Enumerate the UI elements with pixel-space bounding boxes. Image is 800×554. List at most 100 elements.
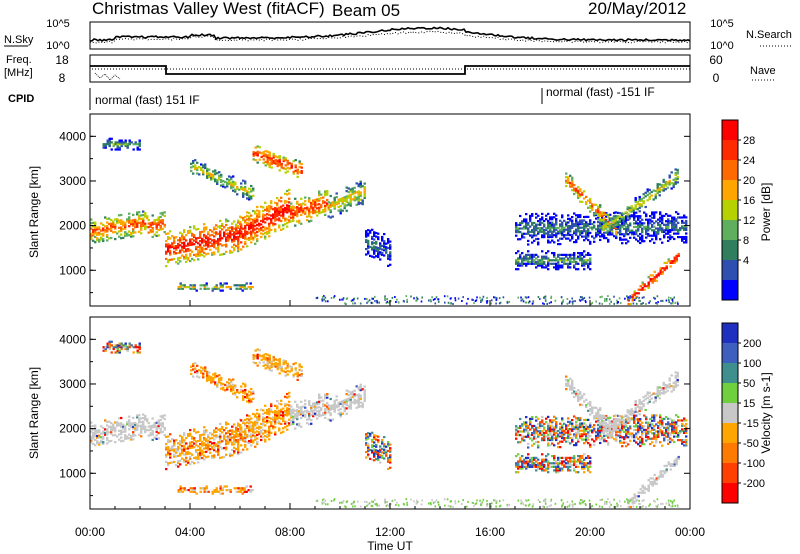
velocity-cell	[517, 430, 520, 433]
power-cell	[254, 146, 257, 149]
power-cell	[543, 296, 546, 298]
power-cell	[517, 223, 520, 227]
power-cell	[638, 204, 641, 208]
velocity-cell	[296, 414, 299, 417]
power-cell	[179, 231, 182, 234]
velocity-cell	[383, 457, 386, 460]
velocity-cell	[355, 406, 358, 409]
power-cell	[571, 224, 574, 228]
velocity-cell	[230, 386, 233, 389]
power-cell	[288, 215, 291, 218]
velocity-cell	[333, 407, 336, 410]
power-cell	[140, 223, 143, 226]
power-cell	[567, 225, 570, 228]
power-cell	[608, 219, 611, 222]
velocity-cell	[104, 433, 107, 436]
power-cell	[631, 297, 634, 300]
power-cell	[249, 286, 252, 289]
velocity-cell	[230, 379, 233, 382]
velocity-cell	[329, 406, 332, 410]
power-cell	[290, 213, 293, 216]
power-cell	[110, 137, 113, 140]
power-cell	[617, 301, 619, 304]
power-cell	[525, 220, 528, 223]
power-cell	[280, 207, 283, 210]
power-cell	[553, 255, 556, 258]
power-cell	[561, 234, 564, 237]
power-cell	[268, 155, 271, 158]
velocity-cell	[128, 424, 131, 427]
velocity-cell	[102, 435, 105, 438]
power-cell	[204, 163, 207, 166]
power-cell	[278, 155, 281, 158]
velocity-cell	[230, 381, 233, 384]
power-cell	[256, 213, 259, 216]
velocity-cell	[314, 414, 317, 417]
power-cell	[146, 215, 149, 218]
velocity-cell	[112, 428, 115, 431]
velocity-cell	[221, 492, 224, 495]
velocity-cell	[298, 368, 301, 371]
power-cell	[104, 143, 107, 146]
power-cell	[661, 218, 664, 221]
power-cell	[254, 212, 257, 215]
power-cell	[555, 226, 558, 230]
power-cell	[203, 244, 206, 247]
velocity-cell	[181, 487, 184, 490]
power-cell	[270, 219, 273, 223]
power-cell	[577, 262, 580, 265]
power-cell	[270, 205, 273, 208]
power-cell	[211, 244, 214, 247]
power-cell	[656, 188, 659, 191]
power-cell	[167, 237, 170, 240]
velocity-cell	[341, 400, 344, 403]
velocity-cell	[130, 436, 133, 439]
power-cell	[367, 239, 370, 242]
velocity-cell	[276, 364, 279, 367]
power-cell	[252, 152, 255, 156]
power-cell	[571, 235, 574, 238]
velocity-cell	[312, 411, 315, 414]
velocity-cell	[272, 355, 275, 359]
velocity-cell	[306, 422, 309, 425]
power-cell	[264, 150, 267, 153]
velocity-cell	[202, 376, 205, 379]
power-cell	[161, 211, 164, 214]
power-cell	[539, 264, 542, 267]
velocity-cell	[296, 410, 299, 413]
power-cell	[244, 221, 247, 224]
velocity-cell	[262, 416, 265, 419]
velocity-cell	[246, 417, 249, 421]
velocity-cell	[276, 405, 279, 408]
power-cell	[535, 234, 538, 237]
velocity-cell	[235, 426, 238, 429]
velocity-cell	[357, 405, 360, 409]
power-cell	[685, 223, 688, 226]
power-cell	[643, 240, 646, 243]
power-cell	[635, 231, 638, 234]
velocity-cell	[274, 362, 277, 365]
power-cell	[641, 296, 644, 299]
power-cell	[262, 152, 265, 156]
power-cell	[645, 215, 648, 218]
power-cell	[314, 211, 317, 214]
power-cell	[561, 232, 564, 235]
power-cell	[549, 225, 552, 228]
velocity-cell	[163, 417, 166, 421]
power-cell	[651, 238, 654, 241]
velocity-cell	[365, 456, 368, 459]
velocity-cell	[246, 425, 249, 428]
velocity-cell	[244, 438, 247, 441]
power-cell	[555, 228, 558, 231]
velocity-cell	[603, 440, 606, 443]
power-cell	[264, 214, 267, 217]
velocity-cell	[292, 420, 295, 424]
velocity-cell	[327, 411, 330, 414]
power-cell	[359, 180, 362, 183]
power-cell	[102, 234, 105, 237]
power-cell	[633, 218, 636, 221]
velocity-cell	[165, 448, 168, 451]
velocity-cell	[185, 460, 188, 463]
velocity-cell	[90, 435, 93, 438]
velocity-cell	[320, 396, 323, 399]
